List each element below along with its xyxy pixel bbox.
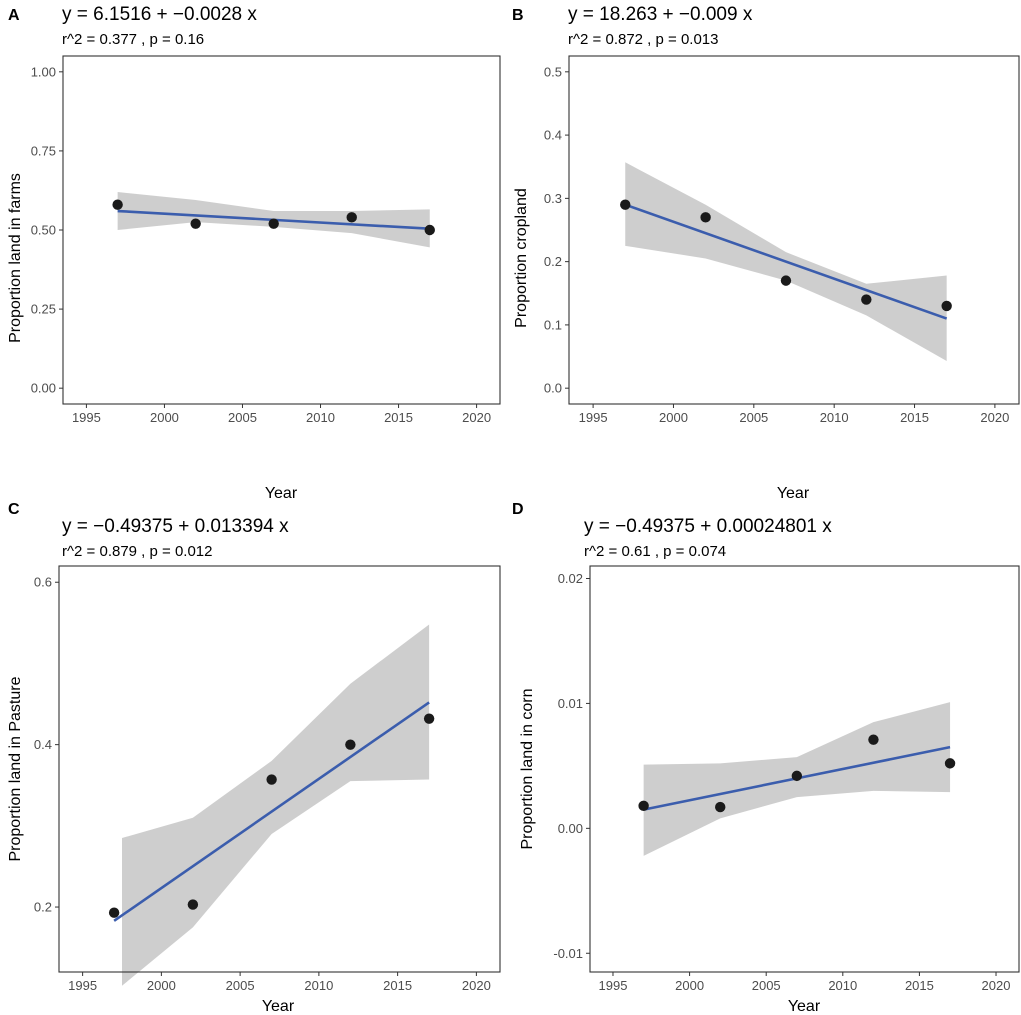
data-point	[638, 800, 649, 812]
panel-letter: C	[8, 501, 20, 518]
y-tick-label: 0.4	[544, 128, 562, 143]
data-point	[861, 294, 872, 305]
x-axis-title: Year	[788, 998, 821, 1015]
x-tick-label: 2005	[752, 978, 781, 993]
data-point	[944, 758, 956, 769]
x-tick-label: 2020	[462, 978, 491, 993]
regression-stats: r^2 = 0.872 , p = 0.013	[568, 31, 718, 48]
y-tick-label: 0.75	[31, 143, 56, 158]
regression-stats: r^2 = 0.61 , p = 0.074	[584, 543, 726, 560]
x-tick-label: 2015	[383, 978, 412, 993]
y-tick-label: 0.50	[31, 223, 56, 238]
data-point	[700, 212, 711, 223]
y-tick-label: 0.02	[558, 571, 583, 586]
x-tick-label: 1995	[599, 978, 628, 993]
x-tick-label: 2020	[980, 410, 1009, 425]
y-axis-title: Proportion land in corn	[519, 689, 536, 850]
x-tick-label: 2000	[150, 410, 179, 425]
x-tick-label: 2010	[306, 410, 335, 425]
y-tick-label: 0.4	[34, 737, 52, 752]
data-point	[620, 199, 631, 210]
y-axis-title: Proportion land in farms	[7, 173, 24, 343]
plot-border	[58, 565, 501, 973]
data-point	[266, 774, 277, 785]
x-tick-label: 2000	[659, 410, 688, 425]
x-tick-label: 2005	[226, 978, 255, 993]
y-tick-label: 0.2	[34, 900, 52, 915]
x-tick-label: 2005	[739, 410, 768, 425]
x-tick-label: 1995	[72, 410, 101, 425]
regression-equation: y = 6.1516 + −0.0028 x	[62, 4, 257, 25]
y-tick-label: 0.00	[558, 821, 583, 836]
data-point	[268, 218, 279, 229]
y-tick-label: 0.0	[544, 381, 562, 396]
panel-letter: A	[8, 7, 20, 24]
confidence-band	[122, 624, 430, 986]
x-tick-label: 2010	[828, 978, 857, 993]
x-tick-label: 2000	[675, 978, 704, 993]
x-axis-title: Year	[265, 485, 298, 502]
x-tick-label: 2015	[905, 978, 934, 993]
regression-stats: r^2 = 0.879 , p = 0.012	[62, 543, 212, 560]
y-tick-label: 0.5	[544, 64, 562, 79]
x-tick-label: 2010	[304, 978, 333, 993]
data-point	[791, 770, 803, 782]
regression-equation: y = −0.49375 + 0.00024801 x	[584, 516, 832, 537]
y-tick-label: 0.1	[544, 317, 562, 332]
x-tick-label: 2000	[147, 978, 176, 993]
y-axis-title: Proportion cropland	[513, 188, 530, 328]
data-point	[190, 218, 201, 229]
panel-letter: D	[512, 501, 524, 518]
x-tick-label: 2015	[900, 410, 929, 425]
data-point	[345, 739, 356, 750]
x-tick-label: 2015	[384, 410, 413, 425]
x-tick-label: 2020	[462, 410, 491, 425]
y-tick-label: 0.25	[31, 302, 56, 317]
y-tick-label: 0.2	[544, 254, 562, 269]
x-tick-label: 2010	[820, 410, 849, 425]
data-point	[112, 199, 123, 210]
regression-stats: r^2 = 0.377 , p = 0.16	[62, 31, 204, 48]
y-tick-label: 0.6	[34, 575, 52, 590]
x-tick-label: 1995	[579, 410, 608, 425]
regression-equation: y = 18.263 + −0.009 x	[568, 4, 753, 25]
data-point	[424, 224, 435, 236]
y-tick-label: 0.3	[544, 191, 562, 206]
fit-line	[113, 701, 430, 922]
x-tick-label: 2005	[228, 410, 257, 425]
y-tick-label: 0.01	[558, 696, 583, 711]
data-point	[108, 907, 120, 918]
panel-letter: B	[512, 7, 524, 24]
y-axis-title: Proportion land in Pasture	[7, 676, 24, 861]
x-axis-title: Year	[262, 998, 295, 1015]
panel-d: Dy = −0.49375 + 0.00024801 x r^2 = 0.61 ,…	[512, 501, 1020, 1015]
plot-border	[589, 565, 1020, 973]
data-point	[423, 713, 435, 724]
y-tick-label: 1.00	[31, 64, 56, 79]
data-point	[868, 734, 879, 745]
x-tick-label: 2020	[982, 978, 1011, 993]
data-point	[346, 212, 357, 223]
regression-equation: y = −0.49375 + 0.013394 x	[62, 516, 289, 537]
x-tick-label: 1995	[68, 978, 97, 993]
y-tick-label: -0.01	[553, 946, 583, 961]
data-point	[187, 899, 199, 910]
fit-line	[624, 203, 948, 320]
panel-c: Cy = −0.49375 + 0.013394 x r^2 = 0.879 , …	[7, 501, 501, 1015]
plot-border	[568, 55, 1020, 405]
data-point	[941, 300, 952, 312]
data-point	[780, 275, 792, 286]
data-point	[715, 801, 726, 813]
y-tick-label: 0.00	[31, 381, 56, 396]
x-axis-title: Year	[777, 485, 810, 502]
